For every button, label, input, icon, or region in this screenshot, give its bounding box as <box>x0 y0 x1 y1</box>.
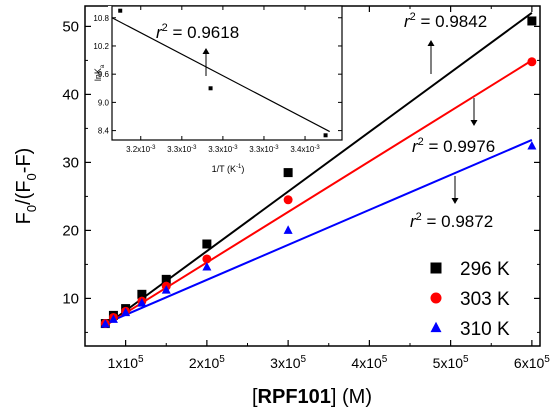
inset-plot-frame <box>111 5 343 141</box>
data-point-296k <box>527 16 537 26</box>
inset-y-tick-label: 9.0 <box>98 98 110 107</box>
data-point-296k <box>161 274 171 284</box>
legend-label-303k: 303 K <box>460 289 510 310</box>
main-x-tick-label: 3x105 <box>270 354 306 371</box>
inset-plot: 3.2x10-3 3.3x10-3 3.3x10-3 3.3x10-3 3.4x10-3… <box>93 6 342 154</box>
data-point-296k <box>137 289 147 299</box>
legend-marker-303k <box>430 292 442 304</box>
main-x-tick-label: 5x105 <box>433 354 469 371</box>
annotation-inset-r2: r2 = 0.9618 <box>156 22 239 76</box>
annotation-inset-arrowhead <box>202 48 210 54</box>
legend-marker-310k <box>430 321 442 333</box>
inset-x-axis-title: 1/T (K-1) <box>212 164 245 174</box>
inset-x-tick-label: 3.2x10-3 <box>126 145 156 154</box>
main-y-tick-label: 40 <box>62 86 79 103</box>
inset-x-tick-label: 3.4x10-3 <box>290 145 320 154</box>
data-point-310k <box>100 319 110 328</box>
data-point-303k <box>202 254 212 264</box>
inset-data-point <box>323 133 328 138</box>
data-point-296k <box>283 168 293 178</box>
inset-x-tick-label: 3.3x10-3 <box>208 145 238 154</box>
legend-label-296k: 296 K <box>460 259 510 280</box>
main-y-axis-title: F0/(F0-F) <box>13 148 39 225</box>
fit-line-310k <box>104 139 533 325</box>
fit-line-303k <box>104 59 533 327</box>
annotation-303-arrowhead <box>470 120 478 126</box>
annotation-310-r2-text: r2 = 0.9872 <box>410 211 493 231</box>
data-point-303k <box>527 57 537 67</box>
legend-label-310k: 310 K <box>460 319 510 340</box>
annotation-310-r2: r2 = 0.9872 <box>410 176 493 231</box>
main-x-tick-label: 1x105 <box>108 354 144 371</box>
annotation-296-arrowhead <box>427 40 435 46</box>
inset-y-tick-label: 10.2 <box>93 42 109 51</box>
main-y-tick-label: 20 <box>62 222 79 239</box>
main-y-tick-label: 50 <box>62 18 79 35</box>
inset-y-tick-label: 10.8 <box>93 14 109 23</box>
inset-y-axis-title: lnKa <box>93 64 106 81</box>
main-x-tick-label: 4x105 <box>351 354 387 371</box>
inset-y-tick-label: 9.6 <box>98 70 110 79</box>
legend: 296 K 303 K 310 K <box>430 259 510 340</box>
inset-data-point <box>208 86 213 91</box>
data-point-310k <box>121 307 131 317</box>
fit-line-296k <box>104 11 533 327</box>
main-x-tick-label: 2x105 <box>189 354 225 371</box>
data-point-310k <box>202 261 212 271</box>
main-plot: 1x105 2x105 3x105 4x105 5x105 6x105 10 20 30 40 50 <box>62 6 550 371</box>
annotation-303-r2: r2 = 0.9976 <box>412 98 495 156</box>
data-point-296k <box>202 239 212 249</box>
data-point-303k <box>283 195 293 205</box>
annotation-296-r2: r2 = 0.9842 <box>404 11 487 74</box>
annotation-310-arrowhead <box>451 198 459 204</box>
inset-x-tick-label: 3.3x10-3 <box>167 145 197 154</box>
annotation-296-r2-text: r2 = 0.9842 <box>404 11 487 31</box>
data-point-310k <box>283 225 293 234</box>
inset-x-tick-label: 3.3x10-3 <box>249 145 279 154</box>
main-y-tick-label: 10 <box>62 290 79 307</box>
annotation-303-r2-text: r2 = 0.9976 <box>412 136 495 156</box>
data-point-310k <box>137 298 147 307</box>
data-point-310k <box>161 285 171 294</box>
inset-data-point <box>118 8 123 13</box>
main-x-axis-title: [RPF101] (M) <box>252 386 372 408</box>
inset-background <box>108 6 342 146</box>
inset-y-tick-label: 8.4 <box>98 127 110 136</box>
annotation-inset-r2-text: r2 = 0.9618 <box>156 22 239 42</box>
main-x-tick-label: 6x105 <box>514 354 550 371</box>
legend-marker-296k <box>430 262 442 274</box>
inset-fit-line <box>111 17 330 133</box>
main-y-tick-label: 30 <box>62 154 79 171</box>
data-point-310k <box>527 140 537 150</box>
data-point-310k <box>108 314 118 323</box>
